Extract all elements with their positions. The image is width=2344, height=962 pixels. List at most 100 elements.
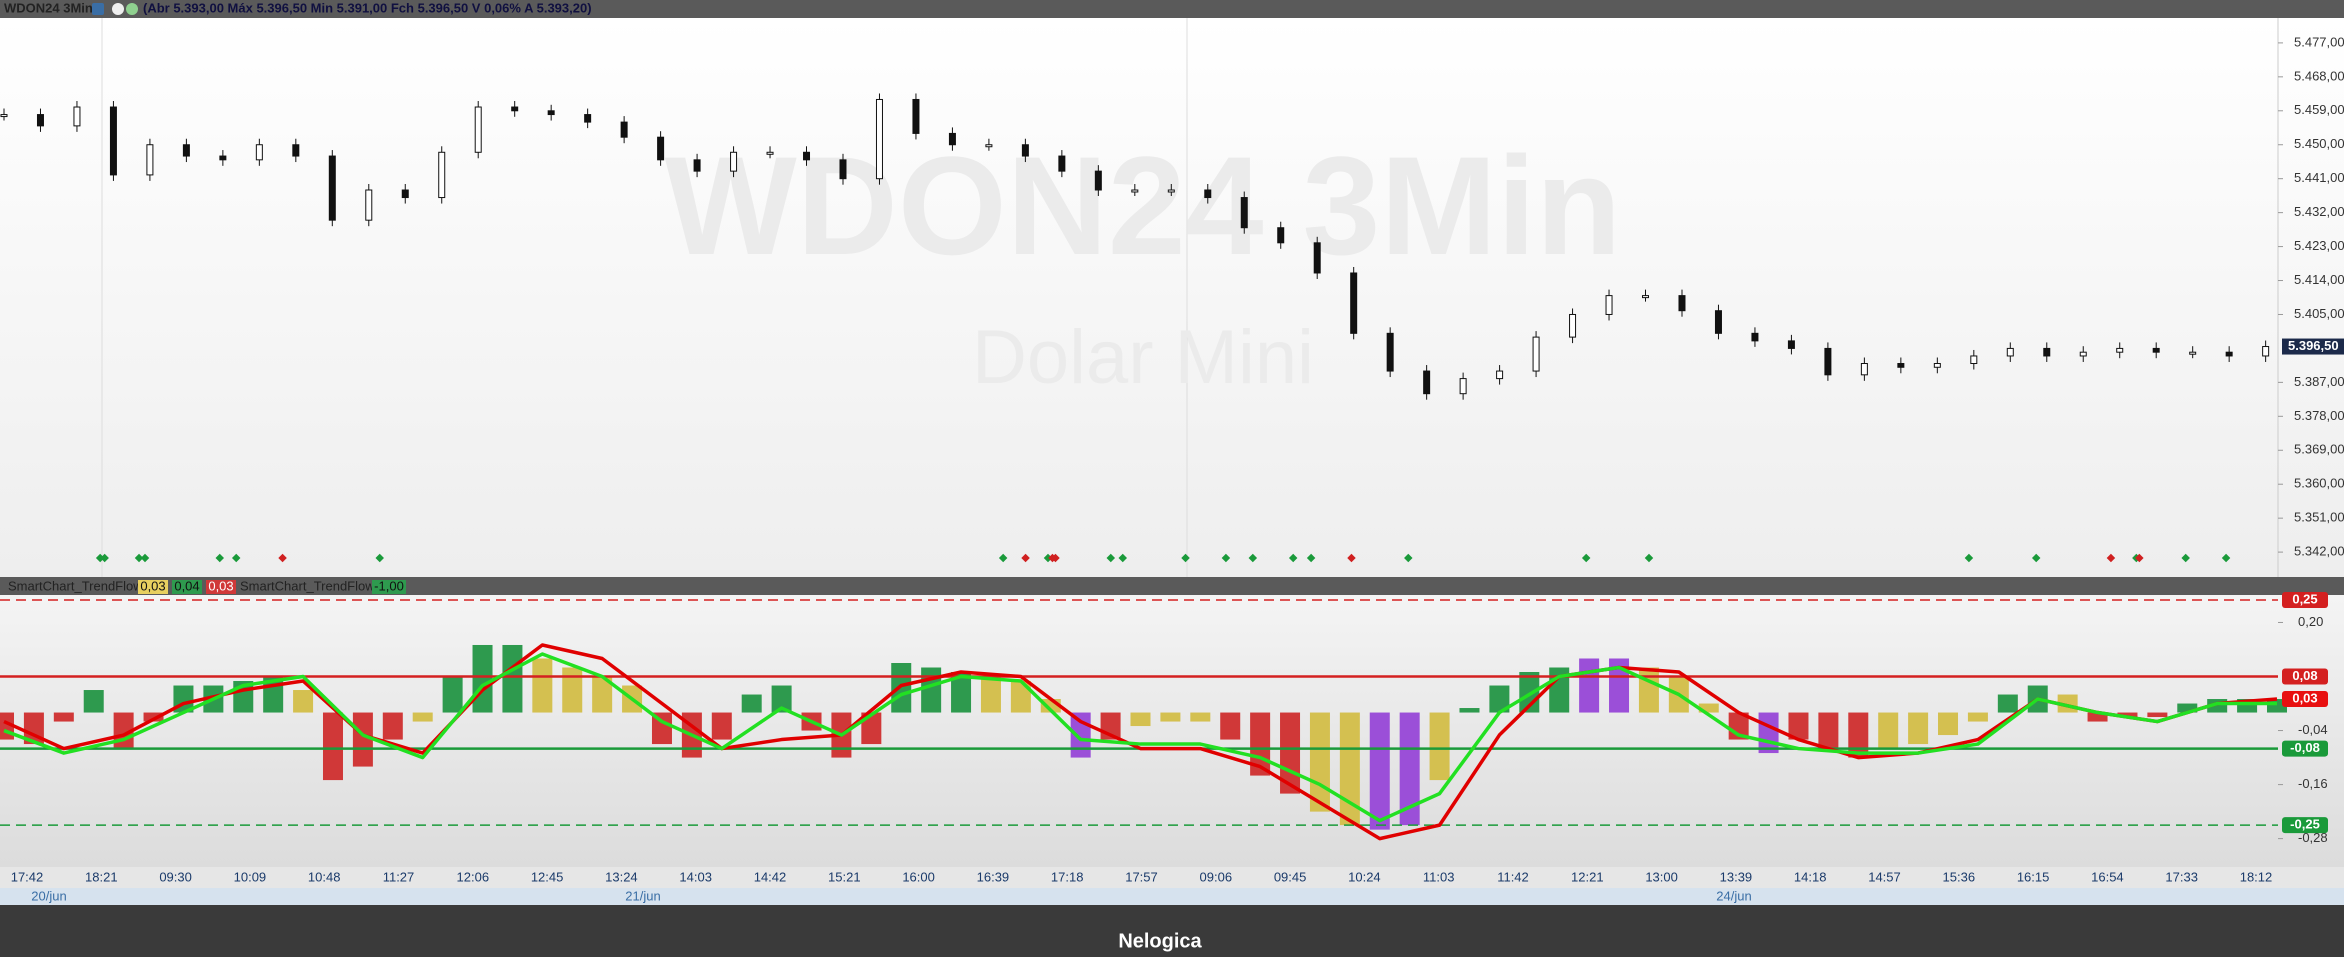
time-axis: [0, 867, 2344, 888]
time-label: 11:03: [1423, 869, 1455, 884]
price-tick-label: 5.360,00: [2294, 476, 2344, 491]
histogram-bar: [1399, 712, 1420, 826]
candle: [1496, 370, 1504, 380]
histogram-bar: [592, 676, 613, 713]
histogram-bar: [1130, 712, 1151, 727]
histogram-bar: [1220, 712, 1241, 740]
time-label: 16:54: [2091, 869, 2124, 884]
histogram-bar: [711, 712, 732, 740]
signal-dot: [1347, 553, 1356, 563]
indicator-name: SmartChart_TrendFlow: [8, 578, 143, 593]
signal-dot: [1248, 553, 1258, 563]
last-price-label: 5.396,50: [2288, 338, 2339, 353]
watermark-subtitle: Dolar Mini: [972, 315, 1314, 400]
icon[interactable]: [112, 3, 124, 15]
time-label: 12:06: [457, 869, 490, 884]
histogram-bar: [562, 667, 583, 713]
candle: [730, 151, 738, 172]
candle: [1058, 155, 1066, 172]
icon[interactable]: [92, 3, 104, 15]
candle: [985, 144, 993, 148]
price-tick-label: 5.378,00: [2294, 408, 2344, 423]
candle: [36, 114, 44, 127]
candle: [109, 106, 117, 176]
histogram-bar: [1459, 708, 1480, 713]
histogram-bar: [1010, 681, 1031, 713]
signal-dot: [1021, 553, 1030, 563]
price-tick-label: 5.459,00: [2294, 102, 2344, 117]
histogram-bar: [921, 667, 942, 713]
signal-dot: [1043, 553, 1053, 563]
candle: [2006, 347, 2014, 357]
signal-dot: [1644, 553, 1654, 563]
time-label: 11:42: [1497, 869, 1529, 884]
signal-dot: [1181, 553, 1190, 563]
time-label: 10:48: [308, 869, 341, 884]
signal-dot: [375, 553, 384, 563]
histogram-bar: [2177, 703, 2198, 713]
time-label: 12:21: [1571, 869, 1604, 884]
histogram-bar: [1698, 703, 1719, 713]
time-label: 15:36: [1943, 869, 1976, 884]
candle: [2225, 351, 2233, 357]
icon[interactable]: [126, 3, 138, 15]
indicator-tick-label: -0,16: [2298, 776, 2328, 791]
candle: [219, 155, 227, 161]
candle: [1824, 347, 1832, 376]
candle: [1167, 189, 1175, 193]
level-label: -0,08: [2290, 740, 2320, 755]
badge: [372, 580, 406, 594]
watermark-title: WDON24 3Min: [665, 127, 1622, 284]
time-label: 14:57: [1868, 869, 1901, 884]
time-label: 13:00: [1645, 869, 1678, 884]
candle: [839, 159, 847, 180]
time-label: 10:24: [1348, 869, 1381, 884]
candle: [1021, 144, 1029, 157]
last-price-badge: [2282, 338, 2344, 355]
histogram-bar: [771, 685, 792, 713]
signal-dot: [2181, 553, 2190, 563]
candle: [875, 98, 883, 180]
price-tick-label: 5.441,00: [2294, 170, 2344, 185]
signal-dot: [2106, 553, 2116, 563]
indicator-tick-label: -0,04: [2298, 722, 2328, 737]
content: 5.477,00 5.468,00 5.459,00 5.450,00 5.441,00…: [0, 34, 2344, 903]
candle: [693, 159, 701, 172]
price-tick-label: 5.387,00: [2294, 374, 2344, 389]
indicator-tick-label: -0,28: [2298, 830, 2328, 845]
histogram-bar: [382, 712, 403, 740]
candle: [1240, 197, 1248, 229]
candle: [1970, 355, 1978, 365]
date-label: 21/jun: [625, 888, 660, 903]
time-label: 18:21: [85, 869, 118, 884]
candle: [657, 136, 665, 161]
candle: [1386, 332, 1394, 372]
signal-dot: [1288, 553, 1298, 563]
histogram-bar: [2147, 712, 2168, 718]
price-tick-label: 5.405,00: [2294, 306, 2344, 321]
histogram-bar: [1369, 712, 1390, 830]
price-tick-label: 5.351,00: [2294, 510, 2344, 525]
histogram-bar: [352, 712, 373, 767]
indicator-value: -1,00: [374, 578, 404, 593]
histogram-bar: [741, 694, 762, 713]
candle: [511, 106, 519, 112]
histogram-bar: [1429, 712, 1450, 781]
time-label: 14:18: [1794, 869, 1827, 884]
level-label: -0,25: [2290, 817, 2320, 832]
time-label: 14:03: [679, 869, 712, 884]
candle: [2116, 347, 2124, 353]
candle: [1204, 189, 1212, 199]
level-label: 0,03: [2292, 690, 2317, 705]
level-badge: [2282, 740, 2328, 757]
candle: [912, 98, 920, 134]
time-label: 09:45: [1274, 869, 1307, 884]
badge: [138, 580, 168, 594]
level-badge: [2282, 691, 2328, 708]
signal-dot: [1106, 553, 1116, 563]
histogram-bar: [293, 690, 314, 713]
histogram-bar: [2087, 712, 2108, 722]
candle: [2189, 351, 2197, 355]
time-label: 18:12: [2240, 869, 2273, 884]
signal-dot: [1581, 553, 1591, 563]
